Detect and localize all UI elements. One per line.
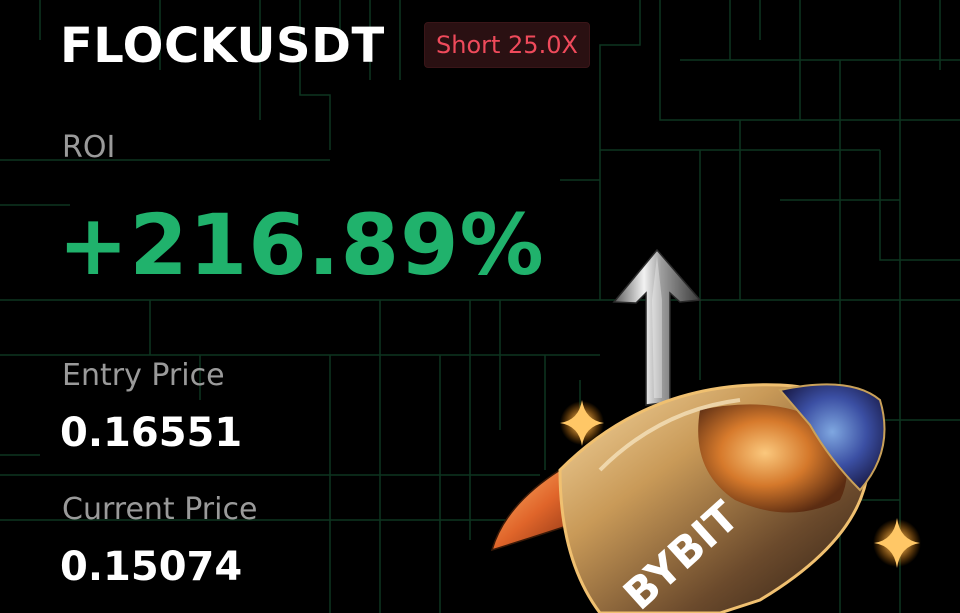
rocket-icon: BYBIT	[490, 383, 886, 613]
sparkle-icon	[560, 400, 604, 446]
side-leverage-badge: Short 25.0X	[424, 22, 590, 68]
trading-pair-symbol: FLOCKUSDT	[60, 18, 385, 74]
entry-price-value: 0.16551	[60, 410, 243, 456]
roi-label: ROI	[62, 130, 116, 165]
entry-price-label: Entry Price	[62, 358, 225, 393]
sparkle-icon	[873, 518, 921, 568]
up-arrow-icon	[612, 248, 702, 406]
current-price-value: 0.15074	[60, 544, 243, 590]
roi-value: +216.89%	[58, 196, 545, 294]
current-price-label: Current Price	[62, 492, 258, 527]
